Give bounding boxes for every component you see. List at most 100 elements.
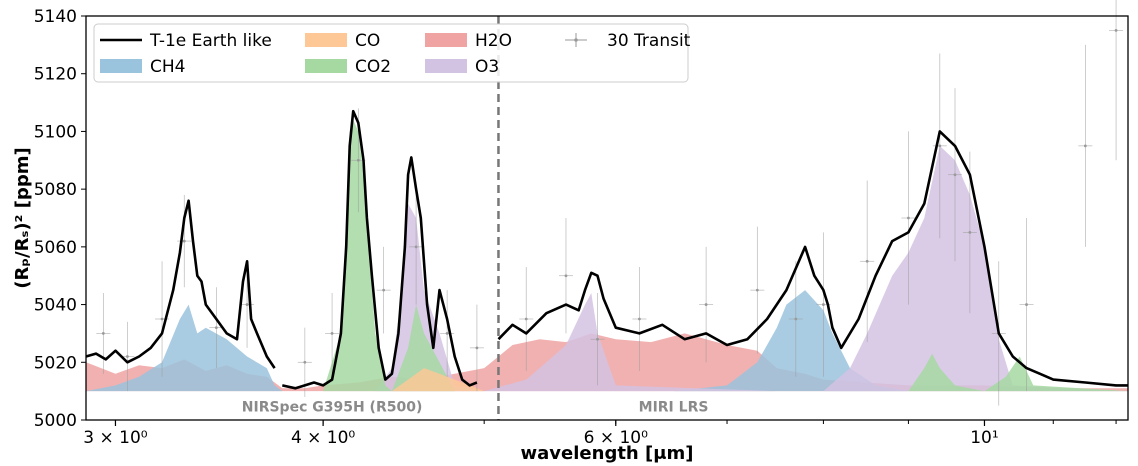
errorbar-marker xyxy=(704,303,708,306)
errorbar-marker xyxy=(794,317,798,321)
errorbar-marker xyxy=(1114,29,1118,32)
errorbar-point xyxy=(325,293,340,374)
errorbar-marker xyxy=(101,332,105,335)
errorbar-marker xyxy=(445,332,449,335)
legend-item: CO xyxy=(305,31,380,51)
model-line-segment xyxy=(85,199,276,369)
x-axis-title: wavelength [μm] xyxy=(521,443,694,464)
errorbar-marker xyxy=(475,346,479,350)
errorbar-marker xyxy=(907,216,910,220)
errorbar-point xyxy=(750,226,765,354)
errorbar-point xyxy=(1019,218,1034,392)
errorbar-point xyxy=(1078,44,1093,247)
legend-swatch-patch xyxy=(100,59,142,73)
errorbar-marker xyxy=(160,317,164,321)
errorbar-point xyxy=(788,261,803,377)
y-tick-label: 5100 xyxy=(34,122,77,142)
x-tick-label: 6 × 10⁰ xyxy=(584,428,648,448)
errorbar-marker xyxy=(356,158,360,162)
legend-swatch-marker xyxy=(574,38,578,42)
legend-label: T-1e Earth like xyxy=(149,31,272,51)
x-tick-label: 3 × 10⁰ xyxy=(83,428,147,448)
legend-item: CO2 xyxy=(305,57,391,77)
legend-swatch-patch xyxy=(425,59,467,73)
errorbar-marker xyxy=(865,259,869,263)
model-line-segment xyxy=(282,109,478,390)
legend-swatch-patch xyxy=(305,59,347,73)
instrument-label: NIRSpec G395H (R500) xyxy=(242,399,423,415)
errorbar-point xyxy=(177,194,192,288)
legend-item: O3 xyxy=(425,57,499,77)
x-tick-label: 10¹ xyxy=(970,428,998,448)
legend-label: H2O xyxy=(475,31,512,51)
y-tick-label: 5020 xyxy=(34,353,77,373)
legend-label: 30 Transit xyxy=(607,31,691,51)
area-ch4 xyxy=(86,290,1128,392)
y-tick-label: 5120 xyxy=(34,65,77,85)
errorbar-point xyxy=(932,53,947,239)
y-tick-label: 5080 xyxy=(34,180,77,200)
errorbar-marker xyxy=(330,332,334,335)
annotation-layer: NIRSpec G395H (R500) MIRI LRS xyxy=(242,399,709,415)
y-tick-label: 5040 xyxy=(34,296,77,316)
x-tick-label: 4 × 10⁰ xyxy=(291,428,355,448)
errorbar-point xyxy=(632,267,647,371)
errorbar-marker xyxy=(938,144,942,148)
errorbar-point xyxy=(901,131,916,305)
errorbar-marker xyxy=(968,231,972,234)
errorbar-marker xyxy=(1083,144,1087,148)
model-line-layer xyxy=(85,109,1128,390)
errorbar-point xyxy=(96,293,111,374)
errorbar-point xyxy=(699,246,714,363)
errorbar-point xyxy=(860,180,875,343)
y-axis: 5000 5020 5040 5060 5080 5100 5120 5140 xyxy=(34,7,86,431)
legend-swatch-patch xyxy=(305,33,347,47)
y-tick-label: 5000 xyxy=(34,411,77,431)
errorbar-marker xyxy=(596,337,599,341)
legend-label: O3 xyxy=(475,57,499,77)
legend-item: H2O xyxy=(425,31,512,51)
errorbar-point xyxy=(376,246,391,334)
legend-swatch-patch xyxy=(425,33,467,47)
errorbar-layer xyxy=(96,0,1124,406)
model-line-segment xyxy=(497,130,1128,387)
errorbar-marker xyxy=(638,317,641,321)
errorbar-point xyxy=(440,290,455,377)
legend-item: T-1e Earth like xyxy=(100,31,272,51)
legend-item: 30 Transit xyxy=(565,31,691,51)
errorbar-marker xyxy=(953,173,957,177)
errorbar-point xyxy=(1109,0,1124,161)
legend-label: CO2 xyxy=(355,57,391,77)
instrument-label: MIRI LRS xyxy=(639,399,709,415)
plot-frame xyxy=(85,15,1129,421)
errorbar-marker xyxy=(125,355,129,358)
errorbar-marker xyxy=(564,274,568,278)
errorbar-marker xyxy=(245,303,249,306)
errorbar-marker xyxy=(303,360,307,364)
errorbar-point xyxy=(519,267,534,371)
y-tick-label: 5060 xyxy=(34,238,77,258)
errorbar-marker xyxy=(414,245,418,249)
legend-box xyxy=(93,23,689,83)
legend-label: CO xyxy=(355,31,380,51)
errorbar-marker xyxy=(214,326,218,330)
legend-item: CH4 xyxy=(100,57,185,77)
errorbar-marker xyxy=(182,239,186,243)
errorbar-point xyxy=(590,293,605,386)
area-co2 xyxy=(86,119,1128,392)
errorbar-marker xyxy=(382,288,386,292)
errorbar-marker xyxy=(1025,303,1028,306)
y-axis-title: (Rₚ/Rₛ)² [ppm] xyxy=(12,147,33,288)
errorbar-point xyxy=(948,88,963,262)
legend: T-1e Earth like CH4 CO CO2 H2O O3 30 Transit xyxy=(93,23,691,83)
errorbar-point xyxy=(409,189,424,305)
errorbar-marker xyxy=(524,317,528,321)
errorbar-point xyxy=(469,304,484,392)
area-series-layer xyxy=(86,119,1128,392)
legend-label: CH4 xyxy=(150,57,185,77)
y-tick-label: 5140 xyxy=(34,7,77,27)
errorbar-point xyxy=(558,218,573,334)
x-axis: 3 × 10⁰ 4 × 10⁰ 6 × 10⁰ 10¹ xyxy=(83,420,1117,448)
area-o3 xyxy=(86,145,1128,392)
